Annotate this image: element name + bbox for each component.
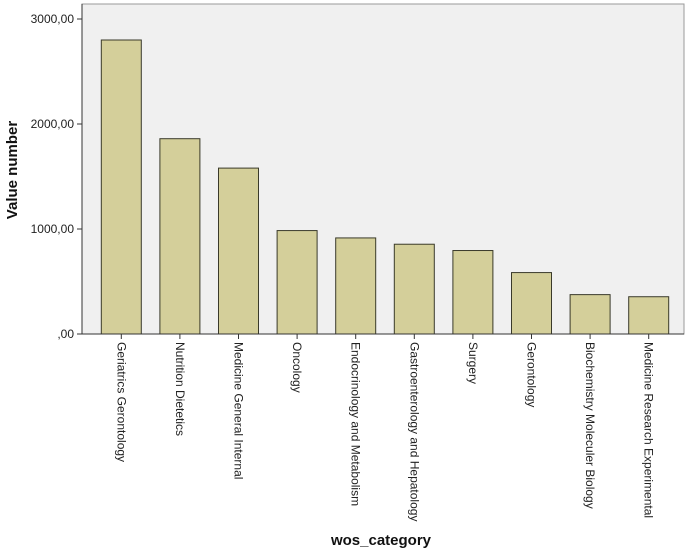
x-axis-title: wos_category <box>330 532 432 548</box>
bar <box>276 230 318 335</box>
bar <box>100 39 142 335</box>
bar <box>393 243 435 335</box>
bar <box>335 237 377 335</box>
bar <box>452 250 494 335</box>
bars-group <box>100 39 670 335</box>
x-category-label: Surgery <box>466 342 480 384</box>
x-category-label: Endocrinology and Metabolism <box>349 342 363 506</box>
x-category-label: Oncology <box>290 342 304 393</box>
bar <box>628 296 670 335</box>
y-axis-title: Value number <box>4 121 21 220</box>
y-tick-label: 3000,00 <box>31 12 75 26</box>
bar <box>218 167 259 335</box>
y-tick-label: 1000,00 <box>31 222 75 236</box>
x-category-label: Medicine Research Experimental <box>642 342 656 518</box>
x-category-label: Geriatrics Gerontology <box>114 342 128 462</box>
x-category-label: Gastroenterology and Hepatology <box>407 342 421 521</box>
x-category-label: Biochemistry Moleculer Biology <box>583 342 597 509</box>
x-category-label: Medicine General Internal <box>232 342 246 479</box>
y-axis-ticks: ,00 1000,00 2000,00 3000,00 <box>31 12 82 341</box>
x-category-label: Gerontology <box>525 342 539 407</box>
y-tick-label: 2000,00 <box>31 117 75 131</box>
bar <box>159 138 201 335</box>
y-tick-label: ,00 <box>57 327 74 341</box>
x-axis-ticks: Geriatrics Gerontology Nutrition Dietetic… <box>114 334 656 521</box>
x-category-label: Nutrition Dietetics <box>173 342 187 436</box>
bar <box>569 294 611 335</box>
bar <box>511 272 552 335</box>
